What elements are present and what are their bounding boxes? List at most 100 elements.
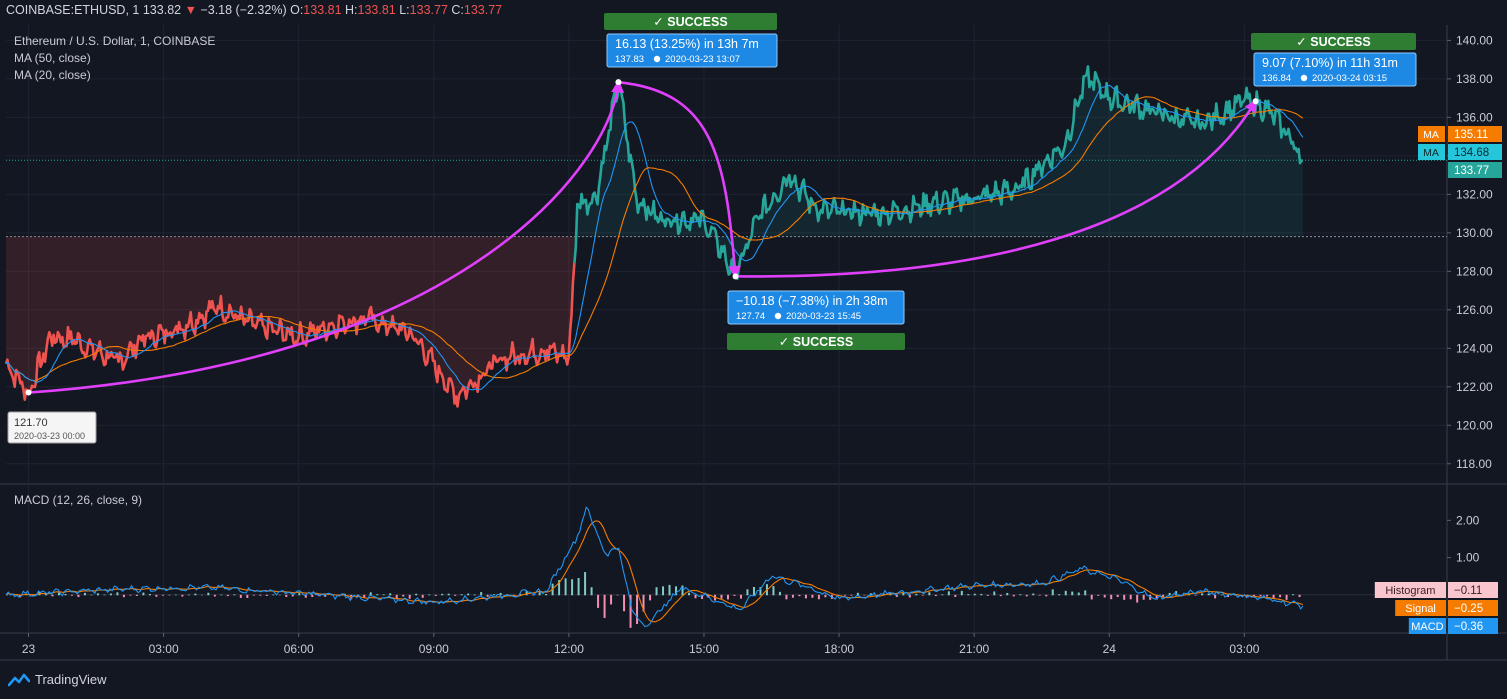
histogram-bar — [64, 594, 67, 596]
histogram-bar — [265, 594, 268, 596]
success-badge-1: ✓ SUCCESS — [604, 13, 777, 30]
annotation-rise-2: 9.07 (7.10%) in 11h 31m 136.84 2020-03-24 … — [1253, 52, 1417, 87]
annotation-price: 136.84 — [1262, 73, 1291, 84]
histogram-bar — [421, 594, 424, 598]
y-tick-label: 118.00 — [1456, 457, 1492, 471]
histogram-bar — [811, 594, 814, 598]
histogram-bar — [187, 594, 190, 596]
histogram-bar — [389, 593, 392, 596]
success-badge-text: ✓ SUCCESS — [779, 335, 853, 349]
histogram-bar — [83, 592, 86, 596]
anchor-dot — [25, 389, 32, 396]
macd-tag-value: −0.25 — [1454, 603, 1483, 615]
histogram-bar — [1019, 594, 1022, 596]
x-tick-label: 21:00 — [959, 642, 989, 656]
y-tick-label: 124.00 — [1456, 341, 1493, 355]
histogram-bar — [356, 594, 359, 597]
histogram-bar — [993, 591, 996, 596]
histogram-bar — [655, 587, 658, 596]
histogram-bar — [272, 594, 275, 596]
histogram-bar — [330, 594, 333, 596]
histogram-bar — [1214, 594, 1217, 599]
macd-legend[interactable]: MACD (12, 26, close, 9) — [14, 493, 143, 507]
histogram-bar — [1123, 594, 1126, 600]
annotation-fall: −10.18 (−7.38%) in 2h 38m 127.74 2020-03-2… — [727, 290, 905, 325]
up-region-fill — [574, 66, 1303, 279]
annotation-price: 137.83 — [615, 54, 644, 65]
tag-value-box — [1448, 126, 1502, 142]
histogram-bar — [629, 594, 632, 628]
histogram-bar — [376, 594, 379, 596]
histogram-bar — [869, 593, 872, 596]
histogram-bar — [1142, 594, 1145, 600]
price-change: −3.18 (−2.32%) — [200, 3, 287, 17]
y-tick-label: 128.00 — [1456, 264, 1493, 278]
y-tick-label: 140.00 — [1456, 33, 1493, 47]
symbol-label[interactable]: COINBASE:ETHUSD, 1 — [6, 3, 140, 17]
macd-tag-key: MACD — [1411, 621, 1443, 633]
histogram-bar — [1025, 594, 1028, 597]
success-badge-2: ✓ SUCCESS — [727, 333, 905, 350]
histogram-bar — [752, 586, 755, 596]
histogram-bar — [447, 593, 450, 596]
ma20-legend[interactable]: MA (20, close) — [14, 68, 91, 82]
histogram-bar — [726, 594, 729, 600]
histogram-bar — [493, 594, 496, 596]
histogram-bar — [512, 594, 515, 596]
tradingview-branding[interactable]: TradingView — [8, 672, 107, 687]
histogram-bar — [155, 594, 158, 597]
histogram-bar — [1012, 594, 1015, 597]
histogram-bar — [739, 594, 742, 599]
tag-value-box — [1448, 144, 1502, 160]
clock-icon — [1300, 74, 1308, 82]
histogram-bar — [694, 594, 697, 599]
tradingview-logo-icon — [8, 673, 30, 686]
histogram-bar — [467, 593, 470, 596]
histogram-bar — [623, 594, 626, 612]
histogram-bar — [954, 594, 957, 598]
annotation-move-text: −10.18 (−7.38%) in 2h 38m — [736, 294, 888, 308]
y-tick-label: 132.00 — [1456, 187, 1493, 201]
tag-key-box — [1418, 144, 1445, 160]
histogram-bar — [434, 594, 437, 596]
symbol-header: COINBASE:ETHUSD, 1 133.82 ▼ −3.18 (−2.32… — [6, 3, 502, 17]
histogram-bar — [1162, 594, 1165, 598]
histogram-bar — [129, 594, 132, 596]
down-arrow-icon: ▼ — [184, 3, 197, 17]
high-value: 133.81 — [357, 3, 396, 17]
arrow-rise-1 — [28, 79, 625, 394]
histogram-bar — [246, 594, 249, 598]
histogram-bar — [343, 593, 346, 596]
histogram-bar — [876, 594, 879, 597]
histogram-bar — [291, 594, 294, 597]
histogram-bar — [642, 594, 645, 612]
histogram-bar — [915, 593, 918, 596]
annotation-box — [727, 290, 905, 325]
x-tick-label: 03:00 — [149, 642, 179, 656]
histogram-bar — [324, 594, 327, 597]
histogram-bar — [590, 587, 593, 596]
close-label: C: — [451, 3, 464, 17]
ma50-legend[interactable]: MA (50, close) — [14, 51, 91, 65]
tag-value: 135.11 — [1454, 129, 1488, 141]
histogram-bar — [44, 593, 47, 596]
histogram-bar — [681, 585, 684, 596]
histogram-bar — [174, 594, 177, 596]
macd-tag-value: −0.36 — [1454, 621, 1483, 633]
histogram-bar — [77, 594, 80, 598]
histogram-bar — [1253, 594, 1256, 597]
histogram-bar — [1084, 590, 1087, 596]
x-tick-label: 23 — [22, 642, 36, 656]
histogram-bar — [1272, 594, 1275, 599]
annotation-time: 2020-03-24 03:15 — [1312, 73, 1387, 84]
histogram-bar — [122, 594, 125, 598]
x-tick-label: 12:00 — [554, 642, 584, 656]
histogram-bar — [1045, 594, 1048, 597]
series-legend-title[interactable]: Ethereum / U.S. Dollar, 1, COINBASE — [14, 34, 216, 48]
macd-tag-value-box — [1448, 582, 1498, 598]
histogram-bar — [649, 594, 652, 601]
histogram-bar — [941, 594, 944, 596]
histogram-bar — [1129, 594, 1132, 600]
x-tick-label: 03:00 — [1229, 642, 1259, 656]
